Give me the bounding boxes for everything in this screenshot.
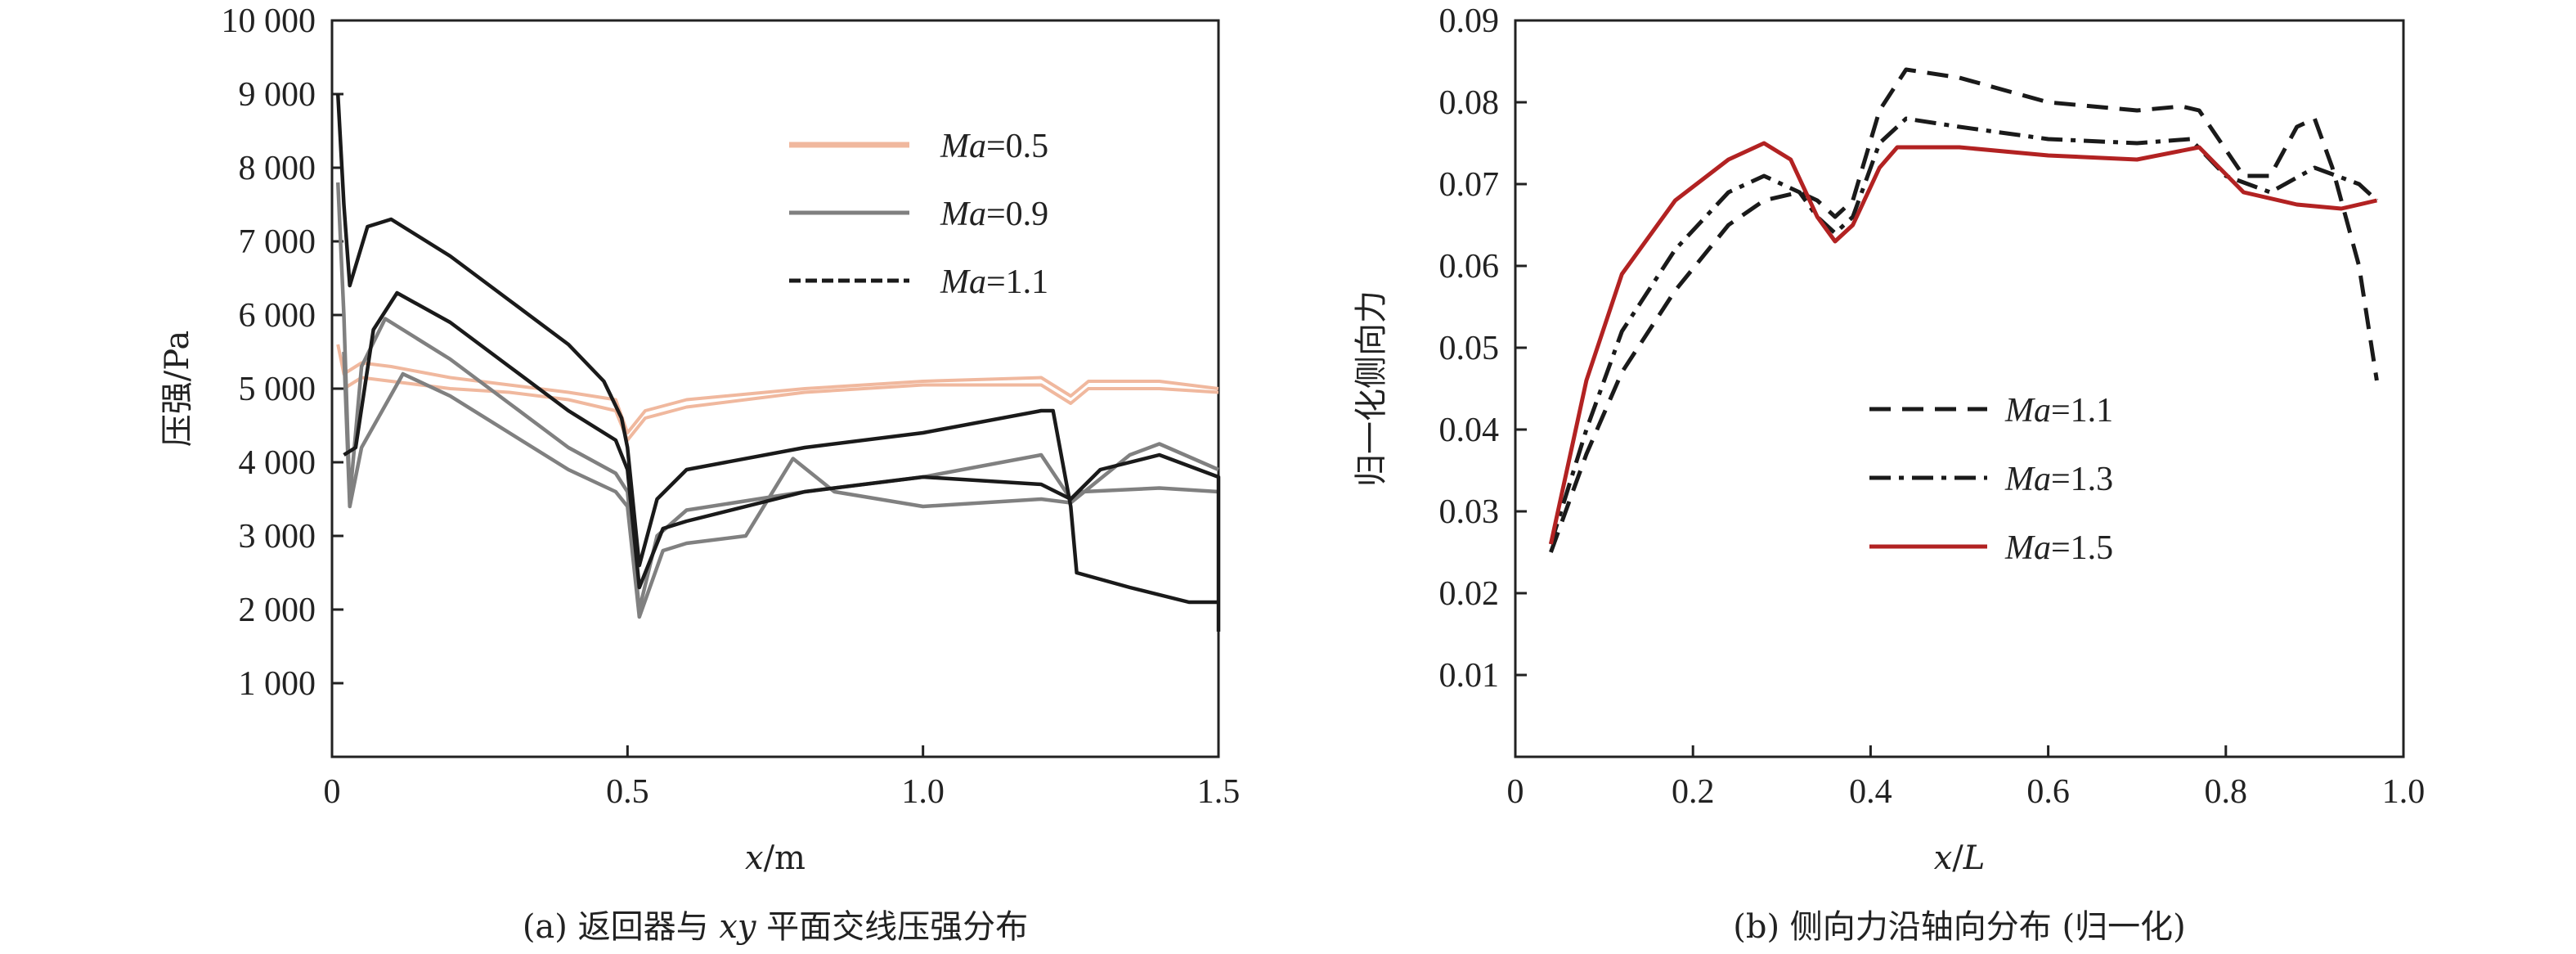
chart-a-y-axis-label: 压强/Pa xyxy=(159,331,196,447)
chart-a: 0 0.5 1.0 1.5 1 000 2 000 3 000 4 000 5 000 6 00… xyxy=(159,2,1240,946)
y-tick-label: 9 000 xyxy=(239,76,316,114)
chart-b-x-ticks: 0 0.2 0.4 0.6 0.8 1.0 xyxy=(1507,745,2426,811)
legend-label: Ma=0.5 xyxy=(940,128,1048,165)
x-tick-label: 0.5 xyxy=(606,773,649,811)
chart-b-plot-frame xyxy=(1514,19,2405,758)
legend-label: Ma=0.9 xyxy=(940,196,1048,233)
series-line xyxy=(336,344,1219,434)
legend-label: Ma=1.3 xyxy=(2004,461,2113,498)
y-tick-label: 0.05 xyxy=(1439,330,1500,367)
y-tick-label: 8 000 xyxy=(239,150,316,187)
y-tick-label: 10 000 xyxy=(222,2,316,40)
y-tick-label: 0.06 xyxy=(1439,248,1500,286)
chart-b-y-axis-label: 归一化侧向力 xyxy=(1353,290,1390,487)
x-tick-label: 0.4 xyxy=(1849,773,1892,811)
chart-b-caption: (b) 侧向力沿轴向分布 (归一化) xyxy=(1733,908,2185,946)
x-tick-label: 0.6 xyxy=(2026,773,2070,811)
y-tick-label: 0.01 xyxy=(1439,657,1500,695)
y-tick-label: 0.08 xyxy=(1439,84,1500,122)
legend-label: Ma=1.1 xyxy=(2004,392,2113,430)
chart-b-legend: Ma=1.1 Ma=1.3 Ma=1.5 xyxy=(1869,392,2113,567)
y-tick-label: 5 000 xyxy=(239,371,316,408)
y-tick-label: 0.07 xyxy=(1439,166,1500,204)
y-tick-label: 4 000 xyxy=(239,444,316,482)
series-line xyxy=(343,290,1221,632)
chart-b: 0 0.2 0.4 0.6 0.8 1.0 0.010.020.030.040.050.0… xyxy=(1353,2,2425,946)
x-tick-label: 0.8 xyxy=(2205,773,2248,811)
series-line xyxy=(1548,141,2377,545)
chart-a-x-axis-label: x/m xyxy=(745,839,806,877)
y-tick-label: 2 000 xyxy=(239,592,316,629)
chart-b-y-ticks: 0.01 0.02 0.03 0.04 0.05 0.06 0.07 0.08 0.09 xyxy=(1439,2,1527,695)
y-tick-label: 7 000 xyxy=(239,223,316,261)
series-line xyxy=(1549,116,2379,545)
y-tick-label: 0.03 xyxy=(1439,493,1500,531)
chart-a-caption: (a) 返回器与 xy 平面交线压强分布 xyxy=(523,908,1028,946)
y-tick-label: 0.04 xyxy=(1439,412,1500,449)
series-line xyxy=(1549,67,2379,553)
series-line xyxy=(343,376,1219,442)
chart-a-y-ticks: 1 000 2 000 3 000 4 000 5 000 6 000 7 000 8 000… xyxy=(222,2,343,703)
x-tick-label: 1.5 xyxy=(1197,773,1241,811)
x-tick-label: 1.0 xyxy=(2382,773,2426,811)
legend-label: Ma=1.5 xyxy=(2004,529,2113,567)
series-line xyxy=(335,93,1218,605)
x-tick-label: 0 xyxy=(1507,773,1524,811)
chart-b-x-axis-label: x/L xyxy=(1934,839,1986,877)
chart-a-legend: Ma=0.5 Ma=0.9 Ma=1.1 xyxy=(789,128,1048,301)
y-tick-label: 6 000 xyxy=(239,297,316,335)
legend-label: Ma=1.1 xyxy=(940,263,1048,301)
series-line xyxy=(342,351,1219,619)
y-tick-label: 1 000 xyxy=(239,665,316,703)
x-tick-label: 0 xyxy=(324,773,341,811)
chart-b-series xyxy=(1548,67,2379,553)
chart-a-series xyxy=(335,93,1221,632)
x-tick-label: 0.2 xyxy=(1672,773,1715,811)
y-tick-label: 3 000 xyxy=(239,518,316,556)
y-tick-label: 0.09 xyxy=(1439,2,1500,40)
chart-a-x-ticks: 0 0.5 1.0 1.5 xyxy=(324,745,1241,811)
y-tick-label: 0.02 xyxy=(1439,575,1500,613)
x-tick-label: 1.0 xyxy=(901,773,945,811)
